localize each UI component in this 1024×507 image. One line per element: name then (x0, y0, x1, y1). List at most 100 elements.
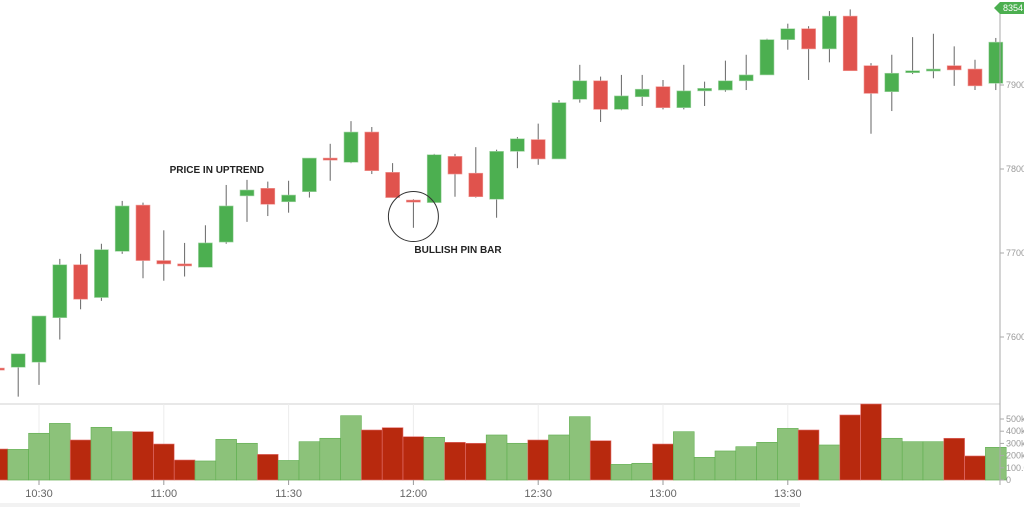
volume-bar (111, 431, 133, 481)
candle (718, 60, 733, 92)
candle-body (738, 74, 754, 82)
candle-body (343, 131, 359, 163)
candle-body (364, 131, 380, 171)
candle (281, 180, 296, 213)
price-tick-label: 7700 (1006, 248, 1024, 258)
volume-bar (631, 462, 653, 481)
candle (31, 315, 47, 385)
candle (177, 242, 192, 277)
candle-body (385, 172, 400, 198)
candle-body (31, 315, 47, 363)
volume-bar (277, 460, 300, 481)
candle-body (655, 86, 671, 108)
candle (655, 79, 671, 110)
candle (239, 179, 255, 222)
candle (967, 59, 983, 91)
candle (364, 127, 380, 175)
candle-body (260, 188, 276, 205)
candle (863, 63, 879, 134)
candle (156, 230, 172, 281)
candle-body (239, 189, 255, 197)
candle-body (905, 70, 920, 74)
candle-body (218, 205, 234, 243)
candle-body (593, 80, 608, 110)
last-price-tag-label: 8354 (1003, 3, 1023, 13)
candle-body (468, 172, 484, 198)
volume-bar (444, 442, 466, 481)
candle (614, 74, 629, 111)
time-tick-label: 10:30 (25, 488, 53, 500)
volume-tick-label: 500k (1006, 414, 1024, 424)
volume-bar (465, 442, 487, 481)
volume-bar (860, 403, 882, 481)
candle-body (94, 249, 109, 298)
volume-bar (922, 441, 945, 481)
candle-body (759, 39, 775, 76)
volume-bar (28, 432, 50, 481)
time-tick-label: 12:00 (400, 488, 428, 500)
candle (926, 33, 941, 79)
candle (10, 353, 26, 397)
volume-bar (673, 431, 695, 481)
volume-bar (319, 437, 341, 481)
volume-bar (90, 426, 113, 481)
candle-body (0, 367, 5, 371)
last-price-tag: 8354 (994, 2, 1024, 14)
candle (114, 200, 130, 254)
price-tick-label: 7800 (1006, 164, 1024, 174)
candle (322, 143, 338, 181)
candle (593, 76, 608, 122)
candle-body (822, 15, 837, 50)
candle-body (10, 353, 26, 368)
volume-bar (610, 464, 633, 481)
candle (780, 23, 796, 50)
candle (406, 199, 421, 228)
candle (489, 149, 504, 218)
volume-bar (797, 429, 820, 481)
volume-bar (964, 455, 986, 481)
candle-body (718, 80, 733, 91)
candle-body (135, 204, 151, 261)
candle-body (489, 151, 504, 200)
candle (135, 202, 151, 279)
candle-body (281, 194, 296, 203)
candle-body (634, 88, 650, 98)
volume-tick-label: 200k (1006, 451, 1024, 461)
candle-body (52, 264, 68, 318)
candle (551, 100, 567, 160)
volume-bar (236, 442, 258, 481)
volume-bar (881, 437, 903, 481)
candle-body (863, 65, 879, 94)
candle (946, 46, 962, 86)
volume-bar (714, 450, 737, 481)
candle (510, 137, 525, 169)
volume-bar (340, 415, 362, 481)
price-tick-label: 7900 (1006, 80, 1024, 90)
candle-body (988, 41, 1004, 84)
volume-bar (402, 436, 425, 481)
candle (52, 258, 68, 340)
volume-bar (0, 448, 9, 481)
candle (198, 225, 213, 268)
candle (884, 54, 900, 112)
candle (302, 157, 317, 198)
candle (468, 147, 484, 198)
volume-bar (153, 443, 175, 481)
candle (842, 9, 858, 72)
candle (0, 367, 5, 371)
candle-body (406, 199, 421, 203)
candle (385, 163, 400, 198)
volume-bar (298, 441, 321, 481)
candle (343, 121, 359, 164)
candle-body (697, 88, 712, 92)
volume-bar (818, 444, 841, 481)
volume-bar (569, 416, 591, 481)
candle (988, 37, 1004, 91)
price-axis: 7600 7700 7800 7900 (1000, 80, 1024, 342)
volume-bar (839, 414, 861, 481)
candle-body (177, 263, 192, 267)
candle-body (884, 72, 900, 93)
volume-bar (132, 431, 154, 481)
candle (697, 81, 712, 106)
